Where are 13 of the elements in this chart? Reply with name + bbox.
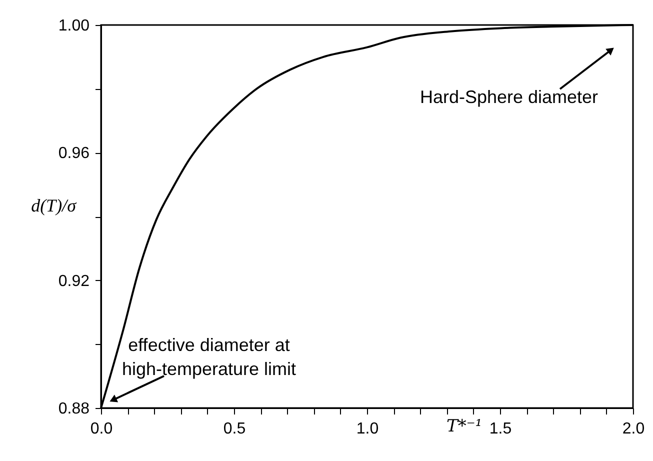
y-tick-label: 1.00	[58, 18, 90, 34]
annotation: effective diameter at high-temperature limit	[122, 335, 296, 379]
y-tick-label: 0.88	[58, 400, 90, 418]
x-axis-title: T*⁻¹	[446, 416, 482, 436]
x-tick-label: 1.0	[356, 420, 379, 438]
y-tick-label: 0.96	[58, 145, 90, 162]
y-axis-title: d(T)/σ	[31, 196, 78, 216]
x-tick-label: 2.0	[622, 420, 645, 438]
x-tick-label: 0.5	[223, 420, 246, 438]
x-tick-label: 1.5	[489, 420, 512, 438]
x-tick-label: 0.0	[90, 420, 113, 438]
y-tick-label: 0.92	[58, 272, 90, 290]
annotation: Hard-Sphere diameter	[420, 87, 598, 107]
